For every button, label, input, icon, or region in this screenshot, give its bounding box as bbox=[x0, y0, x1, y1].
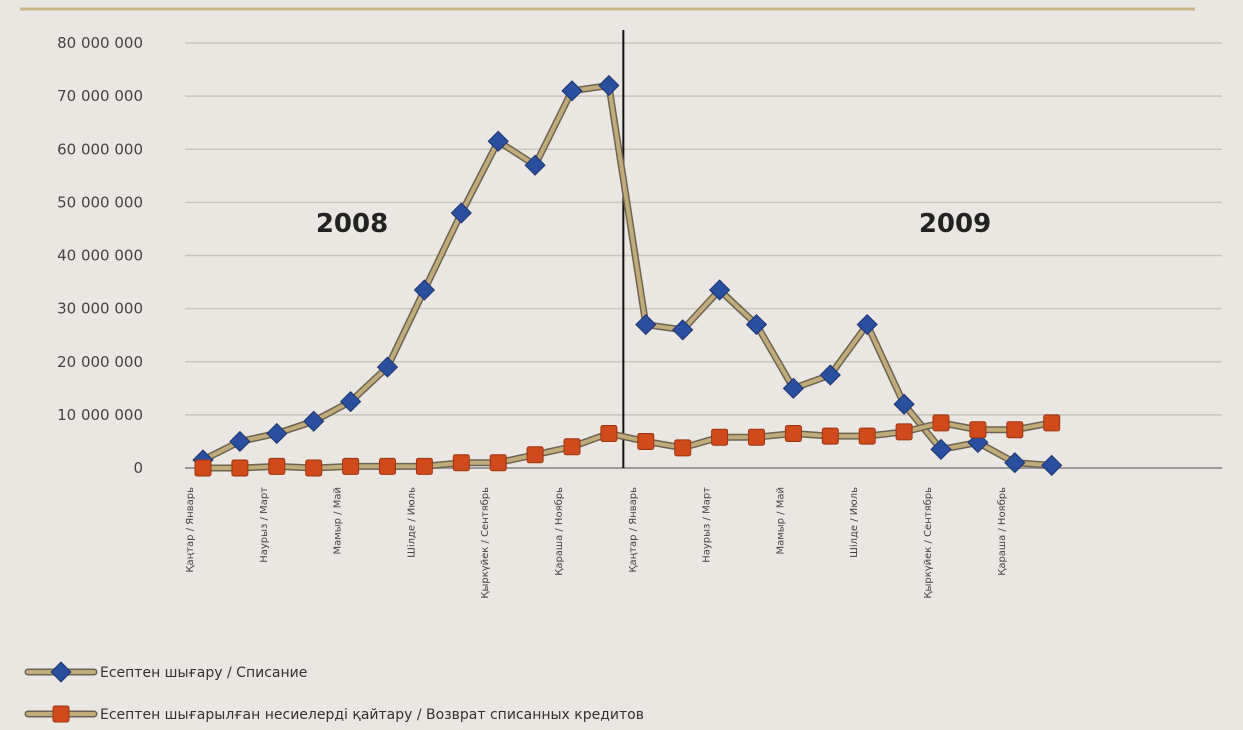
data-point-diamond bbox=[229, 430, 251, 453]
data-point-diamond bbox=[893, 393, 915, 415]
data-point-square bbox=[526, 446, 544, 464]
series-2 bbox=[194, 414, 1061, 477]
data-point-diamond bbox=[819, 364, 841, 386]
series-line-outline bbox=[199, 419, 1056, 472]
y-tick-label: 10 000 000 bbox=[57, 406, 143, 424]
data-point-square bbox=[600, 424, 618, 442]
data-point-square bbox=[379, 457, 396, 475]
data-point-square bbox=[784, 424, 802, 442]
data-point-diamond bbox=[672, 319, 694, 341]
data-point-square bbox=[563, 438, 581, 456]
data-point-square bbox=[305, 459, 323, 477]
year-label: 2008 bbox=[316, 209, 388, 239]
legend-marker-square bbox=[52, 705, 70, 723]
data-point-square bbox=[858, 427, 876, 445]
data-point-diamond bbox=[266, 422, 288, 445]
x-tick-label: Мамыр / Май bbox=[333, 487, 344, 555]
year-label: 2009 bbox=[919, 209, 991, 239]
y-tick-label: 70 000 000 bbox=[57, 87, 143, 105]
data-point-diamond bbox=[524, 154, 546, 176]
y-tick-label: 0 bbox=[133, 459, 143, 477]
series-layer bbox=[192, 74, 1063, 477]
data-point-square bbox=[895, 423, 913, 441]
data-point-square bbox=[231, 459, 249, 477]
legend-label: Есептен шығару / Списание bbox=[100, 665, 307, 681]
y-tick-label: 50 000 000 bbox=[57, 193, 143, 211]
data-point-square bbox=[969, 421, 987, 439]
data-point-square bbox=[821, 427, 839, 445]
data-point-square bbox=[194, 459, 212, 477]
series-line-outline bbox=[199, 82, 1056, 469]
data-point-square bbox=[415, 457, 433, 475]
x-tick-label: Мамыр / Май bbox=[775, 487, 786, 555]
y-tick-label: 60 000 000 bbox=[57, 140, 143, 158]
x-tick-label: Қаңтар / Январь bbox=[628, 487, 639, 573]
data-point-square bbox=[748, 428, 765, 446]
x-tick-label: Қыркүйек / Сентябрь bbox=[923, 487, 934, 599]
data-point-square bbox=[637, 432, 655, 450]
data-point-diamond bbox=[376, 356, 399, 378]
data-point-diamond bbox=[635, 313, 657, 336]
data-point-square bbox=[674, 439, 692, 457]
y-tick-label: 40 000 000 bbox=[57, 247, 143, 265]
x-tick-label: Наурыз / Март bbox=[702, 487, 713, 563]
x-axis-tick-labels: Қаңтар / Январь Наурыз / Март Мамыр / Май Ш… bbox=[185, 487, 1008, 599]
data-point-diamond bbox=[303, 410, 325, 432]
legend: Есептен шығару / Списание Есептен шығарыл… bbox=[24, 661, 644, 723]
series-1 bbox=[192, 74, 1063, 476]
year-labels: 2008 2009 bbox=[316, 209, 991, 239]
data-point-diamond bbox=[1004, 452, 1026, 474]
data-point-square bbox=[489, 454, 507, 472]
data-point-square bbox=[452, 454, 470, 472]
data-point-diamond bbox=[745, 313, 768, 336]
data-point-square bbox=[932, 414, 950, 432]
x-tick-label: Шілде / Июль bbox=[848, 487, 860, 558]
data-point-diamond bbox=[782, 377, 805, 399]
x-tick-label: Қараша / Ноябрь bbox=[554, 487, 565, 576]
y-tick-label: 80 000 000 bbox=[57, 34, 143, 52]
data-point-square bbox=[1043, 414, 1061, 432]
data-point-diamond bbox=[487, 130, 509, 152]
data-point-square bbox=[711, 428, 729, 446]
x-tick-label: Қаңтар / Январь bbox=[185, 487, 196, 573]
x-tick-label: Шілде / Июль bbox=[405, 487, 417, 558]
data-point-diamond bbox=[413, 279, 436, 301]
y-axis-tick-labels: 0 10 000 000 20 000 000 30 000 000 40 000 00… bbox=[57, 34, 143, 477]
y-tick-label: 20 000 000 bbox=[57, 353, 143, 371]
x-tick-label: Қыркүйек / Сентябрь bbox=[480, 487, 491, 599]
data-point-diamond bbox=[1041, 454, 1063, 476]
data-point-diamond bbox=[856, 313, 878, 336]
x-tick-label: Қараша / Ноябрь bbox=[997, 487, 1008, 576]
series-line bbox=[201, 83, 1054, 468]
y-tick-label: 30 000 000 bbox=[57, 300, 143, 318]
data-point-diamond bbox=[450, 202, 472, 224]
x-tick-label: Наурыз / Март bbox=[259, 487, 270, 563]
data-point-diamond bbox=[598, 74, 620, 97]
data-point-square bbox=[268, 457, 286, 475]
data-point-diamond bbox=[930, 438, 952, 461]
data-point-square bbox=[1006, 421, 1024, 439]
legend-label: Есептен шығарылған несиелерді қайтару / … bbox=[100, 707, 644, 723]
data-point-diamond bbox=[708, 279, 731, 301]
data-point-diamond bbox=[561, 80, 583, 102]
data-point-diamond bbox=[339, 390, 362, 413]
legend-marker-diamond bbox=[50, 661, 72, 683]
data-point-square bbox=[342, 457, 360, 475]
